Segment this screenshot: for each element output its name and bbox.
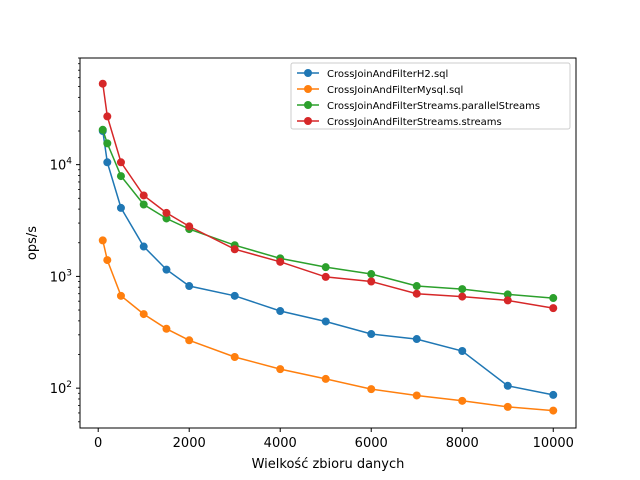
legend: CrossJoinAndFilterH2.sql CrossJoinAndFilt… xyxy=(290,62,571,130)
data-point xyxy=(103,256,112,265)
data-point xyxy=(503,381,512,390)
data-point xyxy=(367,270,376,279)
legend-swatch-marker xyxy=(304,69,312,77)
data-point xyxy=(367,330,376,339)
data-point xyxy=(103,158,112,167)
data-point xyxy=(549,294,558,303)
y-tick-label: 103 xyxy=(50,268,72,285)
data-point xyxy=(458,285,467,294)
data-point xyxy=(139,191,148,200)
x-tick-label: 10000 xyxy=(533,436,574,451)
data-point xyxy=(116,158,125,167)
data-point xyxy=(276,365,285,374)
data-point xyxy=(367,277,376,286)
data-point xyxy=(230,353,239,362)
data-point xyxy=(503,402,512,411)
y-tick-label: 104 xyxy=(50,157,73,174)
data-point xyxy=(412,335,421,344)
data-point xyxy=(98,79,107,88)
data-point xyxy=(116,172,125,181)
data-point xyxy=(321,317,330,326)
y-tick-label: 102 xyxy=(50,380,72,397)
data-point xyxy=(162,214,171,223)
y-axis-label: ops/s xyxy=(25,226,40,260)
legend-label: CrossJoinAndFilterStreams.streams xyxy=(327,117,502,128)
data-point xyxy=(185,336,194,345)
x-axis: 0 2000 4000 6000 8000 10000 xyxy=(94,428,574,451)
legend-label: CrossJoinAndFilterStreams.parallelStream… xyxy=(327,101,540,112)
data-point xyxy=(412,391,421,400)
data-point xyxy=(458,347,467,356)
y-tick-base: 10 xyxy=(50,270,67,285)
data-point xyxy=(103,112,112,121)
series-layer xyxy=(98,79,558,415)
data-point xyxy=(139,200,148,209)
data-point xyxy=(549,304,558,313)
data-point xyxy=(549,406,558,415)
legend-swatch-marker xyxy=(304,101,312,109)
x-tick-label: 4000 xyxy=(264,436,297,451)
data-point xyxy=(116,203,125,212)
y-tick-base: 10 xyxy=(50,159,67,174)
data-point xyxy=(185,222,194,231)
data-point xyxy=(503,296,512,305)
x-axis-label: Wielkość zbioru danych xyxy=(252,457,405,472)
data-point xyxy=(458,396,467,405)
data-point xyxy=(503,290,512,299)
series-line xyxy=(102,83,554,309)
legend-swatch-marker xyxy=(304,117,312,125)
y-tick-base: 10 xyxy=(50,382,67,397)
data-point xyxy=(139,242,148,251)
data-point xyxy=(412,282,421,291)
x-tick-label: 6000 xyxy=(355,436,388,451)
x-tick-label: 8000 xyxy=(446,436,479,451)
data-point xyxy=(549,390,558,399)
legend-box xyxy=(290,62,571,130)
data-point xyxy=(139,310,148,319)
data-point xyxy=(367,385,376,394)
series-line xyxy=(102,240,554,412)
y-tick-exponent: 2 xyxy=(66,380,72,390)
legend-label: CrossJoinAndFilterMysql.sql xyxy=(327,85,463,96)
data-point xyxy=(321,374,330,383)
series xyxy=(98,236,558,415)
x-tick-label: 2000 xyxy=(173,436,206,451)
data-point xyxy=(116,291,125,300)
data-point xyxy=(162,324,171,333)
data-point xyxy=(412,289,421,298)
x-tick-label: 0 xyxy=(94,436,102,451)
series xyxy=(98,127,558,399)
data-point xyxy=(103,139,112,148)
y-tick-exponent: 3 xyxy=(66,268,72,278)
series-line xyxy=(102,130,554,396)
data-point xyxy=(98,236,107,245)
series xyxy=(98,79,558,313)
data-point xyxy=(162,265,171,274)
y-tick-exponent: 4 xyxy=(66,157,72,167)
data-point xyxy=(230,245,239,254)
legend-swatch-marker xyxy=(304,85,312,93)
data-point xyxy=(276,257,285,266)
data-point xyxy=(321,272,330,281)
data-point xyxy=(98,125,107,134)
series-line xyxy=(102,129,554,299)
data-point xyxy=(230,291,239,300)
data-point xyxy=(162,208,171,217)
legend-label: CrossJoinAndFilterH2.sql xyxy=(327,69,448,80)
data-point xyxy=(185,282,194,291)
data-point xyxy=(276,307,285,316)
data-point xyxy=(321,263,330,272)
data-point xyxy=(458,292,467,301)
